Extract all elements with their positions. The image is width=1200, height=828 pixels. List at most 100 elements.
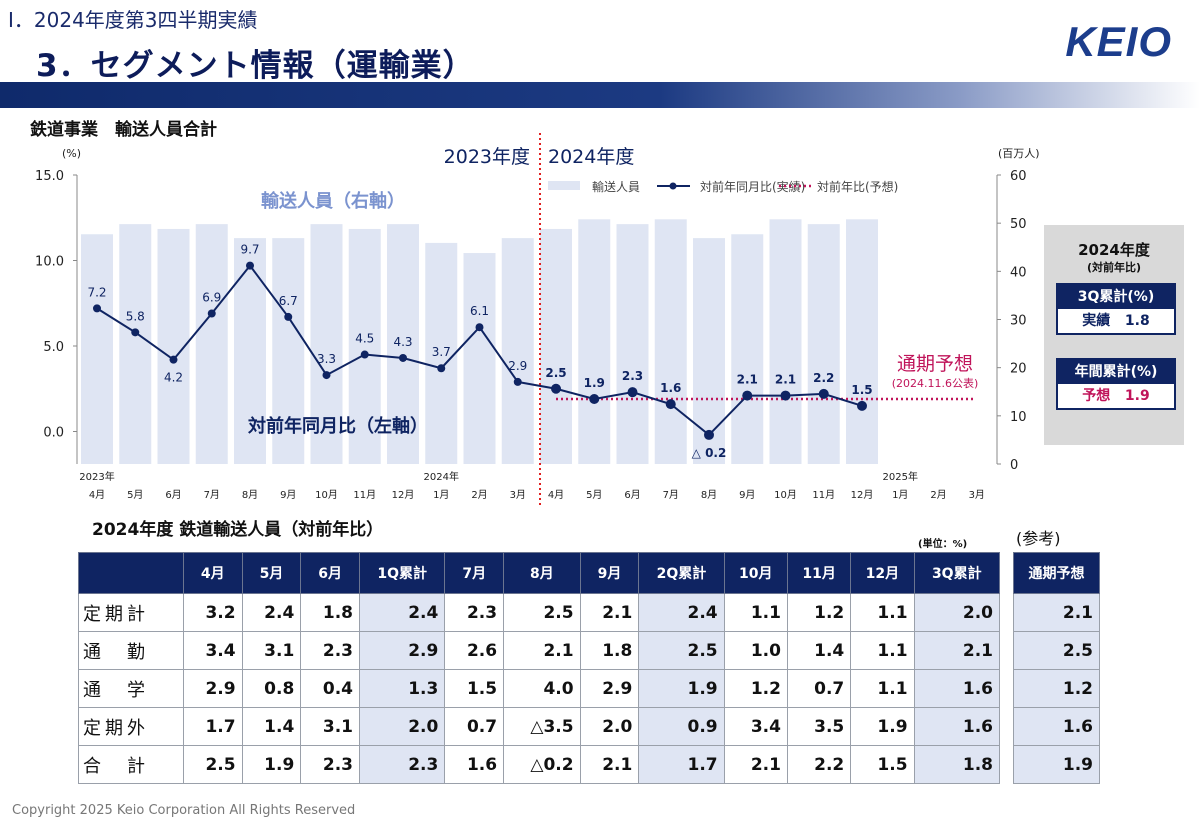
month-label: 11月 (353, 489, 376, 501)
table-row: 2.1 (1013, 593, 1100, 632)
bar-4 (234, 238, 266, 464)
table-cell: 1.6 (444, 745, 505, 784)
card-body: 実績 1.8 (1058, 309, 1174, 333)
column-header: 8月 (503, 552, 581, 594)
yoy-data-label: 2.9 (508, 359, 527, 373)
yoy-point (704, 429, 714, 440)
month-label: 8月 (701, 489, 717, 501)
month-label: 1月 (433, 489, 449, 501)
bar-12 (540, 228, 572, 464)
table-cell: 1.8 (579, 631, 640, 670)
table-cell: 2.1 (723, 745, 788, 784)
card-body: 予想 1.9 (1058, 384, 1174, 408)
card-label: 実績 (1082, 313, 1111, 329)
table-cell: 1.5 (850, 745, 915, 784)
table-cell: 1.4 (241, 707, 302, 746)
card-value: 1.9 (1124, 388, 1150, 404)
table-cell: 3.4 (723, 707, 788, 746)
summary-subtitle: (対前年比) (1086, 261, 1142, 274)
table-cell: 2.2 (786, 745, 852, 784)
bar-1 (119, 224, 152, 464)
copyright: Copyright 2025 Keio Corporation All Righ… (12, 803, 356, 818)
yoy-point (475, 323, 484, 332)
reference-label: (参考) (1016, 529, 1061, 548)
table-row: 1.2 (1013, 669, 1100, 708)
left-tick-label: 5.0 (43, 340, 64, 355)
bars-annotation: 輸送人員（右軸） (261, 190, 405, 212)
yoy-data-label: △ 0.2 (692, 446, 727, 460)
table-cell: 1.5 (444, 669, 505, 708)
bar-3 (195, 224, 228, 464)
bar-18 (769, 219, 802, 464)
month-label: 2月 (930, 489, 946, 501)
right-tick-label: 10 (1010, 410, 1027, 425)
table-row: 1.6 (1013, 707, 1100, 746)
bar-7 (348, 228, 381, 464)
yoy-point (322, 371, 331, 380)
yoy-point (207, 309, 216, 318)
table-cell: 2.9 (359, 631, 446, 670)
forecast-annotation: 通期予想 (897, 353, 973, 375)
column-header: 1Q累計 (359, 552, 446, 594)
table-cell: 1.8 (913, 745, 1001, 784)
forecast-cell: 1.2 (1013, 669, 1100, 708)
month-label: 9月 (739, 489, 755, 501)
table-cell: 1.0 (723, 631, 788, 670)
bar-14 (616, 224, 649, 464)
yoy-data-label: 9.7 (240, 243, 259, 257)
legend-line-label: 対前年同月比(実績) (700, 179, 805, 194)
page-title: 3．セグメント情報（運輸業） (36, 48, 475, 84)
table-row: 定期外 1.7 1.4 3.1 2.0 0.7 △3.5 2.0 0.9 3.4 3.5 1.9 1.6 (78, 707, 1001, 746)
bar-19 (807, 224, 840, 464)
summary-card-3q: 3Q累計(%) 実績 1.8 (1056, 283, 1176, 335)
table-cell: 0.7 (786, 669, 852, 708)
table-cell: △0.2 (503, 745, 581, 784)
yoy-point (131, 328, 140, 337)
table-row: 通 勤 3.4 3.1 2.3 2.9 2.6 2.1 1.8 2.5 1.0 1.4 1.1 2.1 (78, 631, 1001, 670)
bar-20 (846, 219, 878, 464)
table-cell: 0.7 (444, 707, 505, 746)
table-cell: 2.3 (444, 593, 505, 632)
table-cell: 0.8 (241, 669, 302, 708)
table-cell: 2.9 (182, 669, 243, 708)
table-cell: 1.9 (850, 707, 915, 746)
column-header: 10月 (723, 552, 788, 594)
yoy-data-label: 4.3 (393, 335, 412, 349)
yoy-data-label: 4.2 (164, 371, 183, 385)
column-header: 6月 (300, 552, 361, 594)
table-cell: 1.4 (786, 631, 852, 670)
month-label: 7月 (204, 489, 220, 501)
table-cell: 4.0 (503, 669, 581, 708)
table-cell: 1.1 (850, 631, 915, 670)
row-label: 定期外 (78, 707, 184, 746)
table-row: 定期計 3.2 2.4 1.8 2.4 2.3 2.5 2.1 2.4 1.1 1.2 1.1 2.0 (78, 593, 1001, 632)
year-label: 2025年 (883, 470, 918, 483)
bar-8 (387, 224, 419, 464)
table-title: 2024年度 鉄道輸送人員（対前年比） (92, 520, 384, 540)
table-cell: 2.1 (913, 631, 1001, 670)
table-cell: 2.5 (182, 745, 243, 784)
yoy-data-label: 5.8 (126, 309, 145, 323)
yoy-point (284, 312, 293, 321)
fiscal-label-2023: 2023年度 (444, 146, 530, 168)
month-label: 2月 (471, 489, 487, 501)
corner-cell (78, 552, 184, 594)
yoy-point (665, 399, 676, 410)
table-cell: 2.9 (579, 669, 640, 708)
table-cell: 1.2 (723, 669, 788, 708)
row-label: 定期計 (78, 593, 184, 632)
card-header: 年間累計(%) (1058, 360, 1174, 384)
table-cell: 2.4 (241, 593, 302, 632)
yoy-data-label: 2.5 (545, 366, 566, 380)
forecast-table: 通期予想 2.1 2.5 1.2 1.6 1.9 (1013, 552, 1100, 784)
month-label: 4月 (548, 489, 564, 501)
column-header: 12月 (850, 552, 915, 594)
month-label: 9月 (280, 489, 296, 501)
column-header: 11月 (786, 552, 852, 594)
column-header: 9月 (579, 552, 640, 594)
table-cell: 1.8 (300, 593, 361, 632)
keio-logo: KEIO (1065, 18, 1172, 65)
table-cell: 1.9 (638, 669, 725, 708)
forecast-cell: 2.1 (1013, 593, 1100, 632)
